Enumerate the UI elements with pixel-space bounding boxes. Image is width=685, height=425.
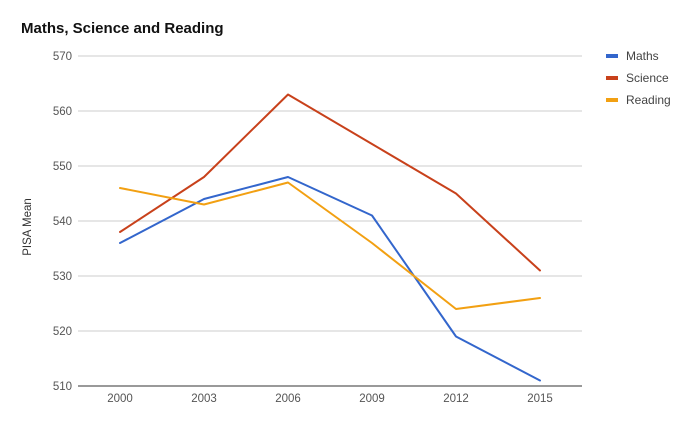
y-axis-title: PISA Mean	[22, 198, 34, 256]
y-tick-label: 550	[53, 161, 72, 173]
y-axis-ticks: 510 520 530 540 550 560 570	[53, 51, 72, 393]
x-tick-label: 2015	[527, 393, 553, 405]
x-tick-label: 2003	[191, 393, 217, 405]
series-line-maths	[119, 176, 541, 382]
series-line-reading	[119, 181, 541, 310]
y-tick-label: 520	[53, 326, 72, 338]
gridlines	[78, 55, 582, 387]
y-tick-label: 530	[53, 271, 72, 283]
x-axis-ticks: 2000 2003 2006 2009 2012 2015	[107, 393, 553, 405]
y-tick-label: 560	[53, 106, 72, 118]
series-lines	[119, 93, 541, 382]
legend-label-reading: Reading	[626, 93, 671, 107]
legend-label-maths: Maths	[626, 49, 659, 63]
y-tick-label: 570	[53, 51, 72, 63]
x-tick-label: 2000	[107, 393, 133, 405]
y-tick-label: 540	[53, 216, 72, 228]
chart-title: Maths, Science and Reading	[21, 20, 224, 37]
x-tick-label: 2012	[443, 393, 469, 405]
legend-label-science: Science	[626, 71, 669, 85]
legend: Maths Science Reading	[606, 49, 671, 107]
x-tick-label: 2009	[359, 393, 385, 405]
x-tick-label: 2006	[275, 393, 301, 405]
y-tick-label: 510	[53, 381, 72, 393]
series-line-science	[119, 93, 541, 272]
